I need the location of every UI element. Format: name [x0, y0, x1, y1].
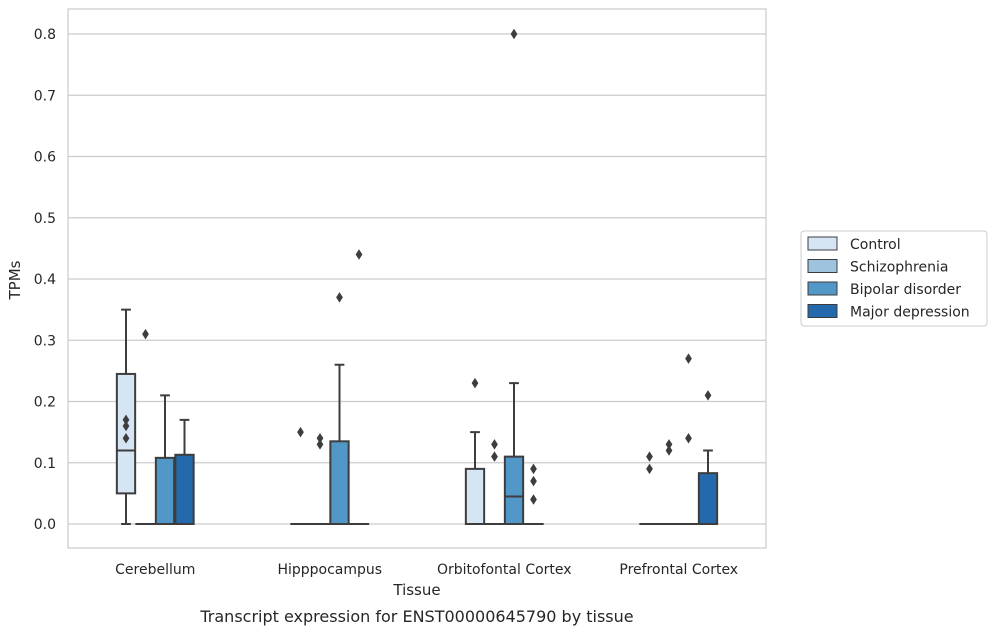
plot-frame [67, 8, 767, 549]
legend-swatch [807, 259, 838, 273]
y-tick-label: 0.6 [34, 150, 56, 166]
y-tick-label: 0.5 [34, 211, 56, 227]
box [309, 433, 331, 526]
outlier-point [530, 475, 537, 487]
box-body [697, 472, 719, 526]
box [115, 308, 137, 525]
outlier-point [316, 439, 324, 450]
outlier-point [665, 439, 673, 450]
x-tick-label: Cerebellum [115, 562, 195, 578]
y-tick-label: 0.4 [34, 272, 56, 288]
box-series [115, 28, 719, 526]
box [329, 292, 350, 525]
x-tick-label: Orbitofontal Cortex [437, 562, 572, 578]
y-tick-label: 0.8 [34, 27, 56, 43]
box-body [464, 467, 486, 525]
x-tick-label: Prefrontal Cortex [619, 562, 738, 578]
outlier-point [122, 414, 130, 426]
y-tick-label: 0.0 [34, 517, 56, 533]
box [154, 394, 176, 526]
y-tick-label: 0.7 [34, 88, 56, 104]
box-body [174, 453, 195, 526]
box [135, 328, 156, 526]
box [348, 249, 370, 526]
y-tick-label: 0.2 [34, 395, 56, 411]
outlier-point [491, 451, 498, 462]
series-schizophrenia [135, 328, 680, 526]
x-tick-label: Hipppocampus [277, 562, 382, 578]
box [523, 463, 544, 526]
legend-label: Major depression [850, 305, 970, 321]
box [503, 28, 525, 525]
legend-label: Control [850, 237, 901, 253]
box [484, 439, 505, 526]
outlier-point [297, 426, 304, 438]
box [697, 390, 719, 526]
box [678, 353, 699, 526]
x-tick-labels: Cerebellum Hipppocampus Orbitofontal Corte… [115, 562, 738, 578]
outlier-point [471, 377, 479, 389]
box-body [154, 456, 176, 526]
legend: Control Schizophrenia Bipolar disorder Majo… [800, 230, 988, 327]
outlier-point [122, 433, 130, 444]
outlier-point [665, 445, 673, 456]
y-axis-label: TPMs [6, 260, 24, 300]
box-body [329, 440, 350, 525]
box-body [503, 455, 525, 525]
gridlines [68, 33, 766, 525]
outlier-point [491, 439, 498, 450]
series-control [115, 308, 660, 526]
box [290, 426, 311, 526]
outlier-point [336, 292, 343, 303]
legend-frame [800, 230, 988, 327]
outlier-point [646, 463, 653, 475]
box [639, 451, 660, 526]
y-tick-label: 0.1 [34, 456, 56, 472]
outlier-point [510, 28, 518, 40]
outlier-point [355, 249, 363, 260]
box [658, 439, 680, 526]
series-bipolar-disorder [154, 28, 699, 526]
outlier-point [685, 353, 692, 364]
outlier-point [316, 433, 324, 444]
series-major-depression [174, 249, 719, 526]
outlier-point [530, 463, 537, 475]
x-axis-label: Tissue [392, 581, 440, 599]
y-tick-labels: 0.0 0.1 0.2 0.3 0.4 0.5 0.6 0.7 0.8 [34, 27, 56, 533]
legend-swatch [807, 281, 838, 296]
outlier-point [704, 390, 712, 401]
outlier-point [646, 451, 653, 462]
legend-swatch [807, 236, 838, 251]
chart-caption: Transcript expression for ENST0000064579… [199, 607, 633, 626]
box [174, 418, 195, 526]
outlier-point [122, 420, 130, 432]
legend-label: Bipolar disorder [850, 282, 961, 298]
y-tick-label: 0.3 [34, 333, 56, 349]
outlier-point [685, 433, 692, 444]
outlier-point [530, 494, 537, 505]
box [464, 377, 486, 525]
legend-label: Schizophrenia [850, 260, 948, 276]
outlier-point [142, 328, 149, 340]
legend-swatch [807, 304, 838, 318]
